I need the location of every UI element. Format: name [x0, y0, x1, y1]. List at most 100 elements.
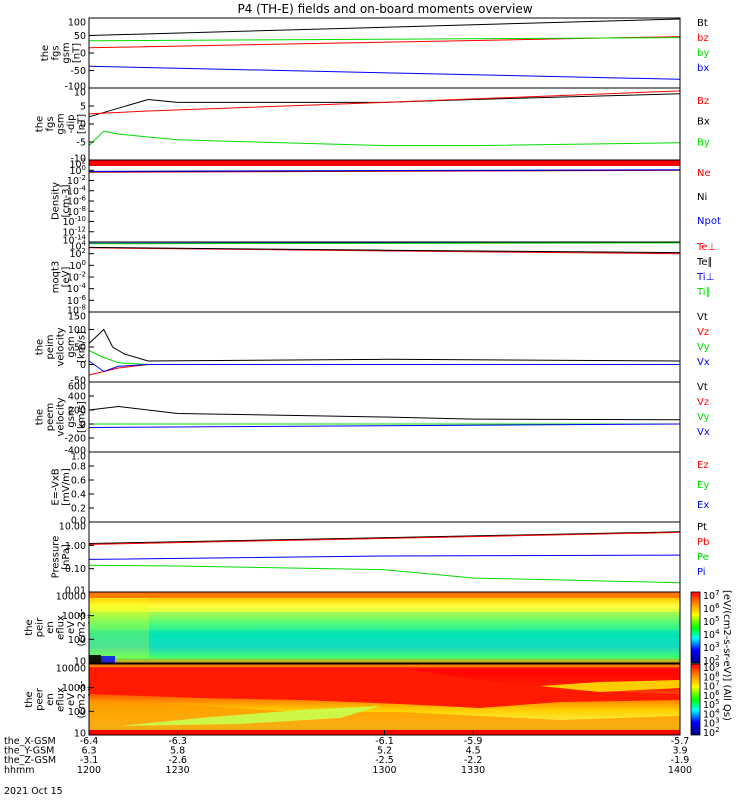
y-axis-label-line: velocity — [56, 397, 67, 436]
y-tick-label: 400 — [68, 392, 86, 403]
y-tick-label: 10000 — [56, 664, 86, 675]
y-tick-label: 10-6 — [67, 294, 87, 307]
date-label: 2021 Oct 15 — [4, 786, 63, 797]
y-axis-label-line: -dip — [66, 114, 77, 133]
series-vy — [88, 350, 680, 365]
colorbar-tick-label: 105 — [703, 615, 720, 628]
colorbar-tick-label: 103 — [703, 641, 720, 654]
y-axis-label-line: gsm — [66, 336, 77, 357]
y-axis-label-line: [cm-3] — [61, 184, 72, 217]
series-pb — [88, 531, 681, 545]
legend-bx: Bx — [697, 117, 710, 128]
y-axis-label-line: gsm — [56, 113, 67, 134]
y-tick-label: 10-6 — [67, 195, 87, 208]
legend-pt: Pt — [697, 522, 707, 533]
colorbar-tick-label: 103 — [703, 717, 720, 730]
y-axis-label-line: [km/s] — [77, 331, 88, 363]
y-tick-label: 10-8 — [67, 205, 86, 218]
panel-8: 10.00 1.00 0.10 0.01 Pressure [nPa] Pt Pb Pe Pi — [50, 521, 709, 597]
colorbar-tick-label: 102 — [703, 654, 720, 667]
legend-te∥: Te∥ — [696, 257, 713, 268]
electron-spectrogram — [89, 664, 680, 735]
y-axis-label-line: Pressure — [50, 536, 61, 579]
y-tick-label: 100 — [69, 164, 86, 177]
series-ti∥ — [88, 242, 681, 245]
y-tick-label: 0 — [80, 120, 86, 131]
legend-ne: Ne — [697, 168, 711, 179]
x-tick-label: 6.3 — [81, 746, 96, 757]
y-tick-label: 50 — [74, 31, 86, 42]
y-axis-label-line: eV — [66, 621, 77, 634]
y-axis-label: E=-VxB [mV/m] — [50, 468, 72, 506]
y-axis-label-line: [km/s] — [77, 401, 88, 433]
y-axis-label: the fgs gsm [nT] — [40, 42, 83, 63]
x-tick-label: -2.6 — [168, 755, 187, 766]
y-axis-label-line: [mV/m] — [61, 468, 72, 506]
x-tick-label: -3.1 — [80, 755, 99, 766]
x-tick-label: 1300 — [372, 765, 396, 776]
y-axis-label-line: [nPa] — [61, 544, 72, 570]
y-axis-label-line: [nT] — [71, 43, 82, 63]
y-axis-label-line: fgs — [50, 45, 61, 60]
y-axis-label: Density [cm-3] — [50, 182, 72, 220]
x-row-label: the_X-GSM — [4, 736, 56, 747]
legend-pi: Pi — [697, 567, 706, 578]
x-row-label: hhmm — [4, 765, 35, 776]
y-tick-label: -100 — [64, 82, 86, 93]
y-tick-label: 10-14 — [62, 234, 86, 247]
x-tick-label: 4.5 — [466, 746, 481, 757]
panel-frame — [88, 521, 681, 593]
y-tick-label: 10-2 — [67, 174, 86, 187]
y-tick-label: 5 — [80, 102, 86, 113]
y-axis-label-line: fgs — [45, 116, 56, 131]
y-tick-label: 1.0 — [71, 452, 86, 463]
colorbar-tick-label: 105 — [703, 698, 720, 711]
y-tick-label: 10000 — [56, 592, 86, 603]
legend-vz: Vz — [697, 327, 709, 338]
series-te∥ — [88, 246, 681, 254]
x-tick-label: -2.2 — [464, 755, 483, 766]
y-axis-label-line: peer — [35, 687, 46, 711]
y-tick-label: 100 — [68, 635, 86, 646]
x-tick-label: -6.3 — [168, 736, 187, 747]
panel-frame — [88, 451, 681, 523]
y-tick-label: 102 — [69, 158, 86, 171]
legend-bx: bx — [697, 63, 709, 74]
colorbar-tick-label: 104 — [703, 707, 720, 720]
ion-colorbar — [690, 591, 701, 664]
y-tick-label: 0 — [80, 360, 86, 371]
legend-npot: Npot — [697, 216, 721, 227]
panel-1: 100 50 0 -50 -100 the fgs gsm [nT] Bt bz by bx — [40, 17, 709, 93]
y-axis-label-line: eV — [66, 693, 77, 706]
colorbar-tick-label: 102 — [703, 726, 720, 739]
y-axis-label-line: the — [40, 45, 51, 61]
y-tick-label: -200 — [64, 434, 86, 445]
y-tick-label: 0.4 — [71, 490, 86, 501]
legend-by: by — [697, 48, 709, 59]
legend-vy: Vy — [697, 342, 710, 353]
x-tick-label: -5.9 — [464, 736, 483, 747]
legend-vx: Vx — [697, 427, 710, 438]
panel-2: 10 5 0 -5 -10 the fgs gsm -dip [nT] Bz Bx By — [35, 87, 710, 165]
series-npot — [88, 169, 681, 172]
y-tick-label: 10-4 — [67, 282, 87, 295]
colorbar-tick-label: 107 — [703, 589, 720, 602]
y-axis-label-line: gsm — [66, 406, 77, 427]
y-axis-label: moqt3 [eV] — [50, 261, 72, 294]
y-axis-label-line: peir — [35, 617, 46, 637]
y-tick-label: 10.00 — [59, 522, 86, 533]
x-row-label: the_Y-GSM — [4, 746, 54, 757]
y-tick-label: 1000 — [62, 683, 86, 694]
y-tick-label: 100 — [68, 325, 86, 336]
y-tick-label: 0.10 — [65, 564, 86, 575]
y-tick-label: 10 — [74, 729, 86, 740]
ion-spectrogram — [89, 592, 680, 663]
x-tick-label: 5.8 — [170, 746, 185, 757]
series-vt — [88, 328, 681, 362]
y-axis-label-line: eflux — [56, 615, 67, 640]
y-tick-label: 1.00 — [65, 541, 86, 552]
legend-ez: Ez — [697, 460, 709, 471]
y-axis-label-line: moqt3 — [50, 261, 61, 294]
y-tick-label: 0.0 — [71, 516, 86, 527]
